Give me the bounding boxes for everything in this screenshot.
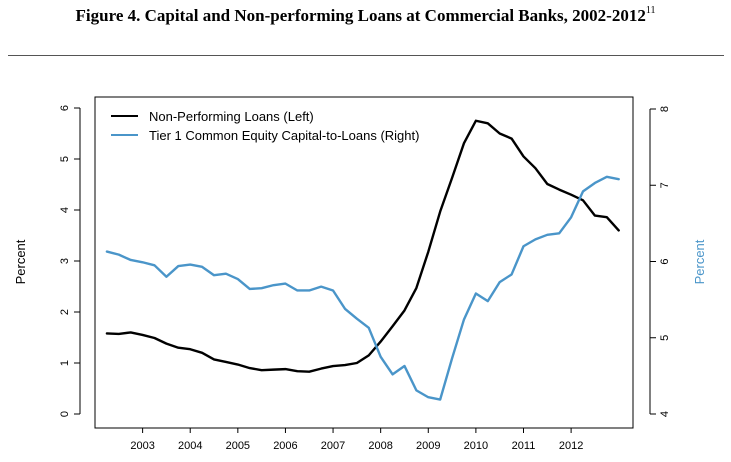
left-y-tick-label: 4 bbox=[59, 207, 71, 213]
x-tick-label: 2012 bbox=[559, 440, 583, 452]
right-y-tick-label: 4 bbox=[659, 411, 671, 417]
series-line-tier1 bbox=[105, 175, 620, 401]
series-line-npl bbox=[105, 119, 620, 373]
figure-title: Figure 4. Capital and Non-performing Loa… bbox=[0, 5, 731, 26]
axes-layer: 2003 2004 2005 2006 2007 2008 2009 2010 2011 2012… bbox=[13, 96, 707, 452]
x-tick-label: 2003 bbox=[130, 440, 154, 452]
right-y-tick-label: 5 bbox=[659, 335, 671, 341]
left-y-tick-label: 1 bbox=[59, 360, 71, 366]
title-divider bbox=[8, 55, 724, 56]
left-y-tick-label: 0 bbox=[59, 411, 71, 417]
x-tick-label: 2008 bbox=[368, 440, 392, 452]
x-tick-label: 2006 bbox=[273, 440, 297, 452]
footnote-mark: 11 bbox=[645, 5, 656, 17]
series-layer bbox=[105, 119, 620, 401]
legend-label: Non-Performing Loans (Left) bbox=[149, 109, 314, 124]
right-y-tick-label: 7 bbox=[659, 182, 671, 188]
legend-label: Tier 1 Common Equity Capital-to-Loans (R… bbox=[149, 128, 419, 143]
x-tick-label: 2009 bbox=[416, 440, 440, 452]
x-tick-label: 2011 bbox=[512, 440, 536, 452]
left-y-tick-label: 5 bbox=[59, 156, 71, 162]
left-y-tick-label: 6 bbox=[59, 105, 71, 111]
left-y-axis-label: Percent bbox=[13, 239, 28, 284]
x-tick-label: 2004 bbox=[178, 440, 202, 452]
x-tick-label: 2010 bbox=[464, 440, 488, 452]
x-tick-label: 2005 bbox=[226, 440, 250, 452]
left-y-tick-label: 3 bbox=[59, 258, 71, 264]
plot-frame bbox=[94, 96, 634, 429]
figure-title-text: Figure 4. Capital and Non-performing Loa… bbox=[75, 6, 646, 25]
x-tick-label: 2007 bbox=[321, 440, 345, 452]
left-y-tick-label: 2 bbox=[59, 309, 71, 315]
right-y-axis-label: Percent bbox=[692, 239, 707, 284]
right-y-tick-label: 8 bbox=[659, 106, 671, 112]
legend: Non-Performing Loans (Left) Tier 1 Common… bbox=[111, 109, 419, 143]
right-y-tick-label: 6 bbox=[659, 258, 671, 264]
